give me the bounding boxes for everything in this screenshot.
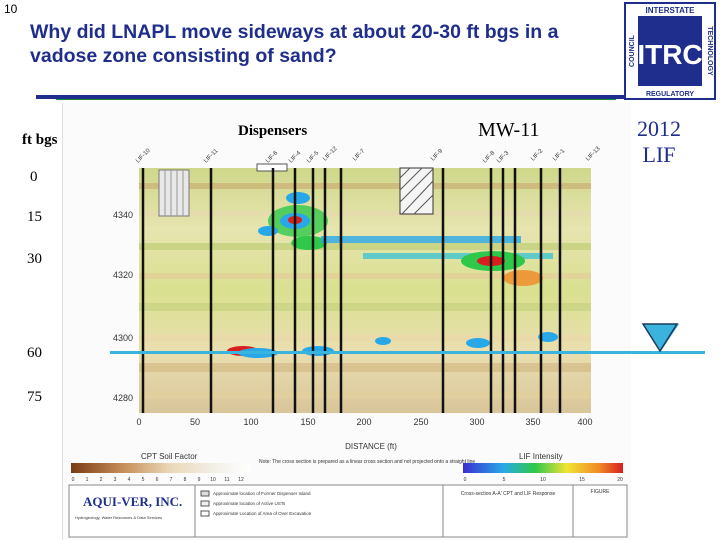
itrc-logo: ITRC INTERSTATE REGULATORY COUNCIL TECHN… <box>624 2 716 100</box>
boring-label: LIF-2 <box>530 148 545 163</box>
x-axis: 0 50 100 150 200 250 300 350 400 DISTANC… <box>136 417 592 451</box>
x-tick-label: 250 <box>413 417 428 427</box>
depth-label: 60 <box>27 345 42 361</box>
boring-label: LIF-1 <box>552 148 567 163</box>
boring-label: LIF-3 <box>496 150 511 165</box>
boring-label: LIF-10 <box>135 147 152 164</box>
cpt-legend-bar <box>71 463 251 473</box>
dispensers-label: Dispensers <box>238 123 308 139</box>
cpt-tick: 7 <box>170 477 173 483</box>
cpt-tick: 9 <box>198 477 201 483</box>
title-rule <box>36 95 626 99</box>
lif-borings <box>141 168 562 413</box>
water-table-triangle-icon <box>643 324 679 351</box>
lif-2012-label: 2012 LIF <box>637 116 681 168</box>
cpt-tick: 1 <box>86 477 89 483</box>
boring-label: LIF-6 <box>265 150 280 165</box>
water-table-line <box>110 351 705 354</box>
cpt-tick: 11 <box>224 477 229 483</box>
title-underline <box>56 99 616 100</box>
lif-word: LIF <box>642 142 676 167</box>
lif-legend-title: LIF Intensity <box>519 452 563 461</box>
ust-marker <box>399 167 434 215</box>
lif-tick: 20 <box>617 477 623 483</box>
logo-text-right: TECHNOLOGY <box>706 26 713 76</box>
map-legend-item: Approximate Location of Area of Over Exc… <box>213 511 312 516</box>
cpt-tick: 5 <box>142 477 145 483</box>
boring-label: LIF-13 <box>585 145 602 162</box>
depth-label: 30 <box>27 251 42 267</box>
boring-label: LIF-5 <box>306 150 321 165</box>
lif-tick: 15 <box>579 477 585 483</box>
lif-legend-ticks: 0 5 10 15 20 <box>464 477 623 483</box>
y-tick-label: 4300 <box>113 333 133 343</box>
cpt-tick: 4 <box>128 477 131 483</box>
water-table-triangle-outline <box>641 323 679 352</box>
boring-label: LIF-4 <box>288 150 303 165</box>
cross-section-figure: LIF-10 LIF-11 LIF-6 LIF-4 LIF-5 LIF-12 L… <box>62 103 631 540</box>
x-tick-label: 0 <box>136 417 141 427</box>
cpt-tick: 6 <box>156 477 159 483</box>
cpt-tick: 0 <box>72 477 75 483</box>
depth-label: 75 <box>27 389 42 405</box>
x-tick-label: 400 <box>577 417 592 427</box>
x-axis-label: DISTANCE (ft) <box>345 442 397 451</box>
lif-legend-bar <box>463 463 623 473</box>
depth-label: 15 <box>27 209 42 225</box>
cpt-tick: 2 <box>100 477 103 483</box>
lif-tick: 5 <box>503 477 506 483</box>
x-tick-label: 300 <box>469 417 484 427</box>
title-block-text: Cross-section A-A' CPT and LIF Response <box>461 491 556 497</box>
y-tick-label: 4320 <box>113 270 133 280</box>
lif-tick: 10 <box>540 477 546 483</box>
company-name: AQUI-VER, INC. <box>83 494 182 509</box>
figure-label: FIGURE <box>591 489 611 495</box>
logo-text-top: INTERSTATE <box>645 6 695 15</box>
mw11-label: MW-11 <box>478 119 540 141</box>
logo-text-bottom: REGULATORY <box>646 91 694 98</box>
x-tick-label: 350 <box>525 417 540 427</box>
x-tick-label: 200 <box>356 417 371 427</box>
lif-tick: 0 <box>464 477 467 483</box>
soil-bands <box>139 183 591 399</box>
boring-label: LIF-9 <box>430 148 445 163</box>
depth-header: ft bgs <box>22 132 58 148</box>
logo-mark: ITRC <box>637 39 702 70</box>
cross-section-svg: LIF-10 LIF-11 LIF-6 LIF-4 LIF-5 LIF-12 L… <box>68 145 628 538</box>
cross-section-note: Note: The cross section is prepared as a… <box>259 459 475 465</box>
depth-label: 0 <box>30 169 38 185</box>
dispenser-marker <box>158 169 190 217</box>
map-legend: Approximate location of Former Dispenser… <box>200 490 312 517</box>
y-tick-label: 4340 <box>113 210 133 220</box>
plot-background <box>139 168 591 413</box>
slide-title: Why did LNAPL move sideways at about 20-… <box>30 21 559 67</box>
y-axis: 4340 4320 4300 4280 <box>113 210 133 403</box>
x-tick-label: 150 <box>300 417 315 427</box>
boring-label: LIF-11 <box>203 148 220 165</box>
y-tick-label: 4280 <box>113 393 133 403</box>
cpt-legend-ticks: 0 1 2 3 4 5 6 7 8 9 10 11 12 <box>72 477 244 483</box>
map-legend-item: Approximate location of Former Dispenser… <box>213 491 311 496</box>
boring-label: LIF-12 <box>322 145 339 162</box>
cpt-tick: 8 <box>184 477 187 483</box>
boring-label: LIF-8 <box>482 150 497 165</box>
cpt-tick: 10 <box>210 477 216 483</box>
company-tagline: Hydrogeology, Water Resources & Data Ser… <box>75 515 162 520</box>
x-tick-label: 50 <box>190 417 200 427</box>
boring-labels: LIF-10 LIF-11 LIF-6 LIF-4 LIF-5 LIF-12 L… <box>135 145 602 164</box>
title-block <box>68 484 628 538</box>
map-legend-item: Approximate location of Active USTs <box>213 501 286 506</box>
cpt-legend-title: CPT Soil Factor <box>141 452 198 461</box>
lif-year: 2012 <box>637 116 681 141</box>
boring-label: LIF-7 <box>352 148 367 163</box>
slide-number: 10 <box>4 2 18 16</box>
cpt-tick: 3 <box>114 477 117 483</box>
cpt-tick: 12 <box>238 477 244 483</box>
x-tick-label: 100 <box>243 417 258 427</box>
logo-text-left: COUNCIL <box>629 34 636 67</box>
